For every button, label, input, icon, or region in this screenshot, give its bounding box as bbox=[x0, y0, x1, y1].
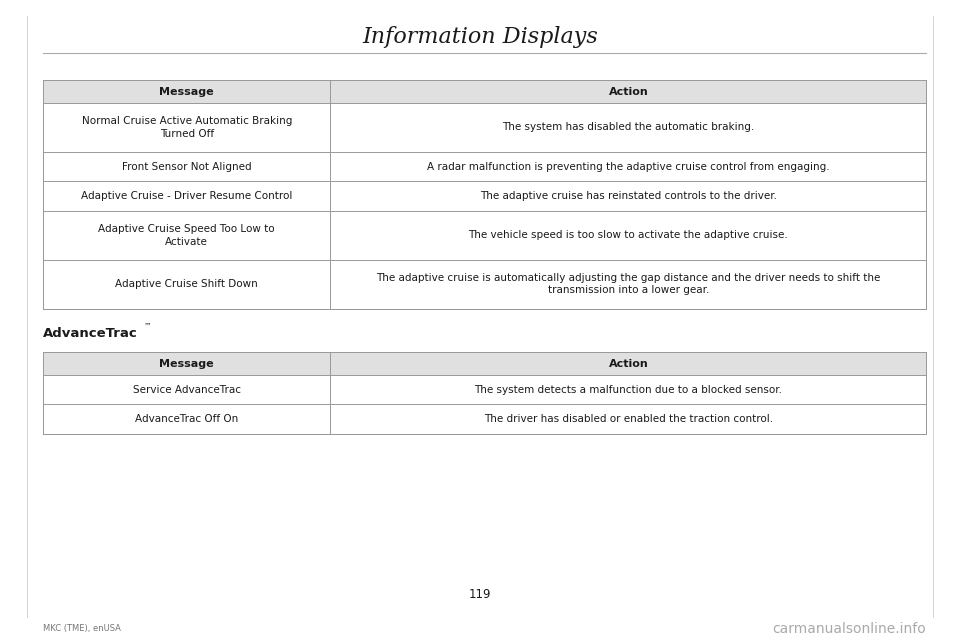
Text: Action: Action bbox=[609, 359, 648, 368]
Text: AdvanceTrac Off On: AdvanceTrac Off On bbox=[135, 414, 238, 424]
Bar bbox=[43, 80, 926, 309]
Text: MKC (TME), enUSA: MKC (TME), enUSA bbox=[43, 624, 121, 633]
Text: Front Sensor Not Aligned: Front Sensor Not Aligned bbox=[122, 161, 252, 172]
Text: ™: ™ bbox=[144, 322, 152, 331]
Text: The adaptive cruise has reinstated controls to the driver.: The adaptive cruise has reinstated contr… bbox=[480, 191, 777, 201]
Bar bbox=[43, 352, 926, 434]
Text: carmanualsonline.info: carmanualsonline.info bbox=[773, 622, 926, 636]
Text: The adaptive cruise is automatically adjusting the gap distance and the driver n: The adaptive cruise is automatically adj… bbox=[376, 273, 880, 295]
Text: Message: Message bbox=[159, 87, 214, 96]
Text: Normal Cruise Active Automatic Braking
Turned Off: Normal Cruise Active Automatic Braking T… bbox=[82, 116, 292, 138]
Text: Service AdvanceTrac: Service AdvanceTrac bbox=[132, 385, 241, 395]
Text: 119: 119 bbox=[468, 588, 492, 601]
Text: Information Displays: Information Displays bbox=[362, 26, 598, 48]
Text: The driver has disabled or enabled the traction control.: The driver has disabled or enabled the t… bbox=[484, 414, 773, 424]
Text: Adaptive Cruise Speed Too Low to
Activate: Adaptive Cruise Speed Too Low to Activat… bbox=[99, 224, 275, 246]
Bar bbox=[43, 352, 926, 375]
Text: Adaptive Cruise - Driver Resume Control: Adaptive Cruise - Driver Resume Control bbox=[81, 191, 293, 201]
Text: The system has disabled the automatic braking.: The system has disabled the automatic br… bbox=[502, 122, 755, 132]
Text: A radar malfunction is preventing the adaptive cruise control from engaging.: A radar malfunction is preventing the ad… bbox=[427, 161, 829, 172]
Text: The vehicle speed is too slow to activate the adaptive cruise.: The vehicle speed is too slow to activat… bbox=[468, 230, 788, 240]
Text: Message: Message bbox=[159, 359, 214, 368]
Text: The system detects a malfunction due to a blocked sensor.: The system detects a malfunction due to … bbox=[474, 385, 782, 395]
Bar bbox=[43, 80, 926, 103]
Text: AdvanceTrac: AdvanceTrac bbox=[43, 327, 138, 340]
Text: Adaptive Cruise Shift Down: Adaptive Cruise Shift Down bbox=[115, 279, 258, 289]
Text: Action: Action bbox=[609, 87, 648, 96]
